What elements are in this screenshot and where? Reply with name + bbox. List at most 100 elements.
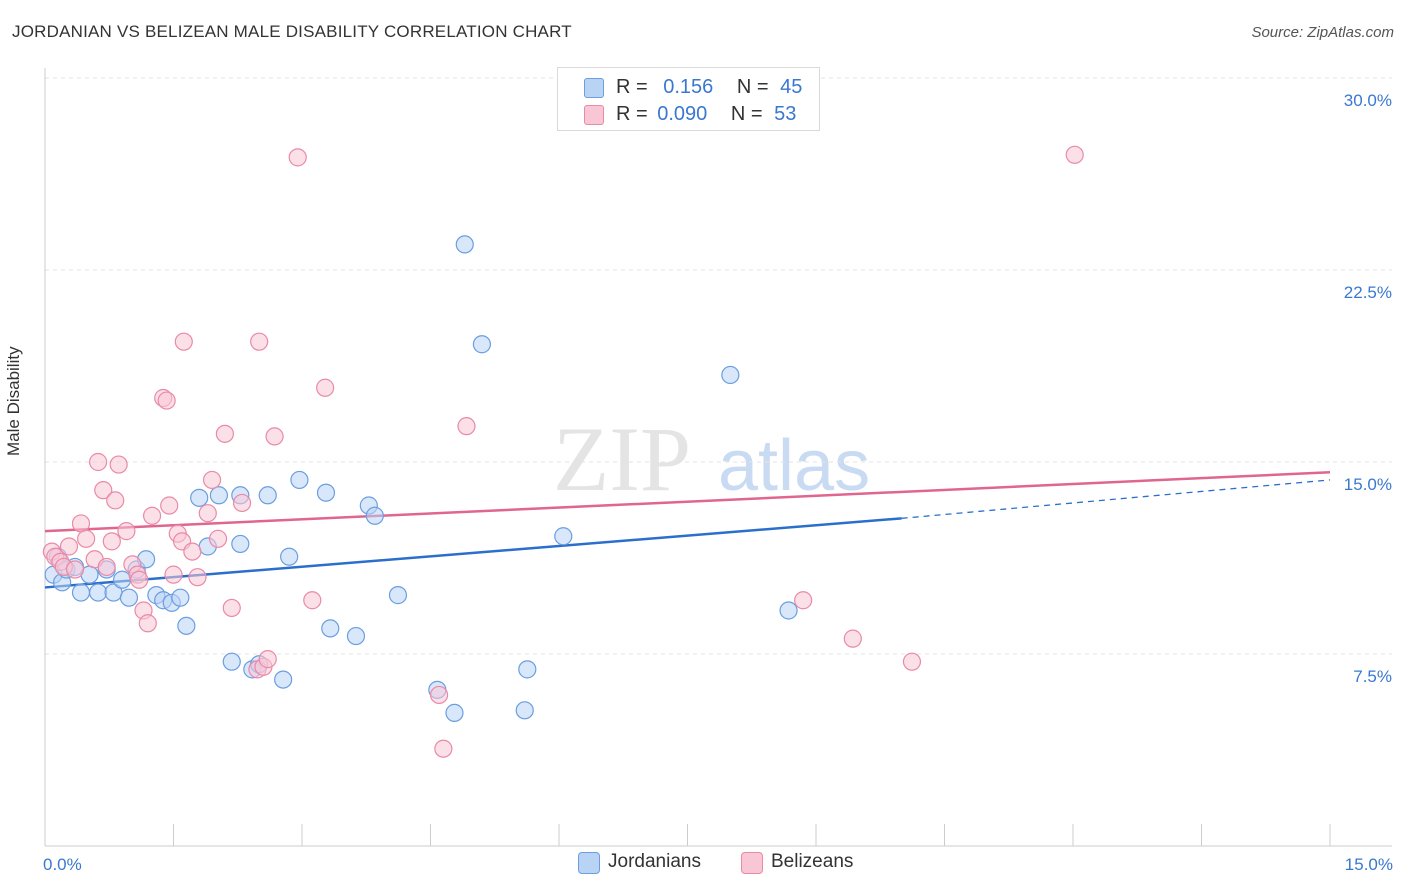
jordanian-point — [445, 703, 464, 722]
belizean-point — [117, 522, 136, 541]
jordanian-point — [119, 588, 139, 607]
r-label: R = — [616, 76, 648, 98]
belizean-point — [106, 491, 125, 510]
belizean-point — [457, 417, 476, 436]
jordanian-point — [71, 583, 91, 602]
r-value: 0.090 — [657, 103, 708, 125]
belizean-point — [843, 629, 862, 648]
y-tick-label: 15.0% — [1344, 475, 1392, 494]
belizean-point — [160, 496, 179, 515]
x-tick-label: 15.0% — [1345, 855, 1393, 874]
belizean-point — [188, 568, 207, 587]
x-tick-label: 0.0% — [43, 855, 82, 874]
jordanian-point — [472, 335, 491, 354]
jordanian-point — [222, 652, 241, 671]
belizean-point — [429, 685, 449, 705]
jordanian-point — [365, 506, 384, 525]
jordanian-point — [231, 534, 250, 554]
jordanian-point — [515, 701, 534, 720]
belizean-point — [71, 514, 91, 533]
n-value: 53 — [774, 103, 797, 125]
legend-label-jordanians: Jordanians — [608, 851, 701, 872]
jordanian-point — [346, 626, 366, 646]
belizean-point — [77, 529, 96, 548]
belizean-point — [102, 532, 121, 551]
jordanian-point — [258, 486, 277, 505]
jordanian-point — [518, 660, 537, 679]
jordanian-point — [316, 483, 336, 502]
belizean-point — [1065, 145, 1084, 164]
n-label: N = — [736, 76, 769, 98]
legend-label-belizeans: Belizeans — [771, 851, 854, 872]
chart-title: JORDANIAN VS BELIZEAN MALE DISABILITY CO… — [12, 22, 572, 41]
trend-lines — [44, 470, 1331, 589]
belizean-point — [89, 452, 108, 472]
belizeans-trend-line — [44, 470, 1331, 533]
belizean-point — [215, 424, 234, 443]
jordanian-point — [190, 488, 209, 507]
y-tick-label: 22.5% — [1344, 283, 1392, 302]
jordanians-trend-line — [44, 517, 902, 589]
jordanian-point — [89, 583, 108, 602]
data-points — [42, 145, 1084, 758]
source-label: Source: ZipAtlas.com — [1251, 24, 1394, 41]
belizean-point — [142, 506, 162, 525]
watermark-atlas: atlas — [718, 426, 870, 506]
belizean-point — [59, 537, 79, 556]
n-value: 45 — [780, 76, 803, 98]
watermark-zip: ZIP — [553, 408, 691, 510]
belizeans-swatch — [584, 105, 604, 125]
jordanian-point — [321, 619, 340, 638]
belizean-point — [794, 591, 813, 610]
jordanian-point — [177, 616, 196, 635]
jordanians-trend-extension — [901, 479, 1331, 519]
jordanian-point — [280, 547, 299, 566]
jordanian-point — [171, 588, 190, 607]
belizean-point — [174, 332, 193, 351]
belizean-point — [130, 570, 149, 589]
belizean-point — [138, 614, 157, 633]
belizean-point — [902, 652, 922, 671]
n-label: N = — [730, 103, 763, 125]
belizean-point — [157, 391, 176, 410]
jordanians-swatch — [578, 852, 600, 874]
jordanian-point — [455, 235, 474, 254]
jordanian-point — [290, 470, 309, 490]
belizean-point — [208, 529, 228, 548]
belizean-point — [97, 557, 116, 577]
belizean-point — [265, 427, 284, 446]
belizean-point — [316, 378, 335, 397]
axes — [44, 68, 1392, 847]
belizean-point — [232, 493, 252, 513]
r-label: R = — [616, 103, 648, 125]
jordanian-point — [209, 486, 229, 505]
jordanian-point — [721, 365, 740, 385]
jordanian-point — [112, 570, 132, 589]
belizean-point — [94, 481, 113, 500]
belizean-point — [303, 591, 322, 610]
belizean-point — [434, 739, 453, 758]
belizean-point — [258, 650, 277, 669]
jordanian-point — [388, 586, 408, 605]
belizeans-swatch — [741, 852, 763, 874]
belizean-point — [288, 148, 307, 167]
belizean-point — [109, 455, 128, 474]
jordanian-point — [779, 601, 798, 620]
jordanian-point — [554, 527, 573, 546]
belizean-point — [222, 598, 241, 618]
belizean-point — [250, 332, 269, 351]
jordanians-swatch — [584, 78, 604, 98]
tick-labels: 7.5% 15.0% 22.5% 30.0% 0.0% 15.0% — [43, 91, 1393, 874]
stats-legend: R = 0.156 N = 45 R = 0.090 N = 53 — [557, 67, 820, 131]
grid — [45, 77, 1392, 655]
jordanian-point — [274, 670, 293, 689]
belizean-point — [183, 542, 202, 561]
belizean-point — [65, 560, 85, 579]
belizean-point — [198, 504, 217, 523]
y-tick-label: 7.5% — [1353, 667, 1392, 686]
r-value: 0.156 — [663, 76, 714, 98]
belizean-point — [202, 470, 222, 490]
y-tick-label: 30.0% — [1344, 91, 1392, 110]
belizean-point — [164, 565, 183, 584]
